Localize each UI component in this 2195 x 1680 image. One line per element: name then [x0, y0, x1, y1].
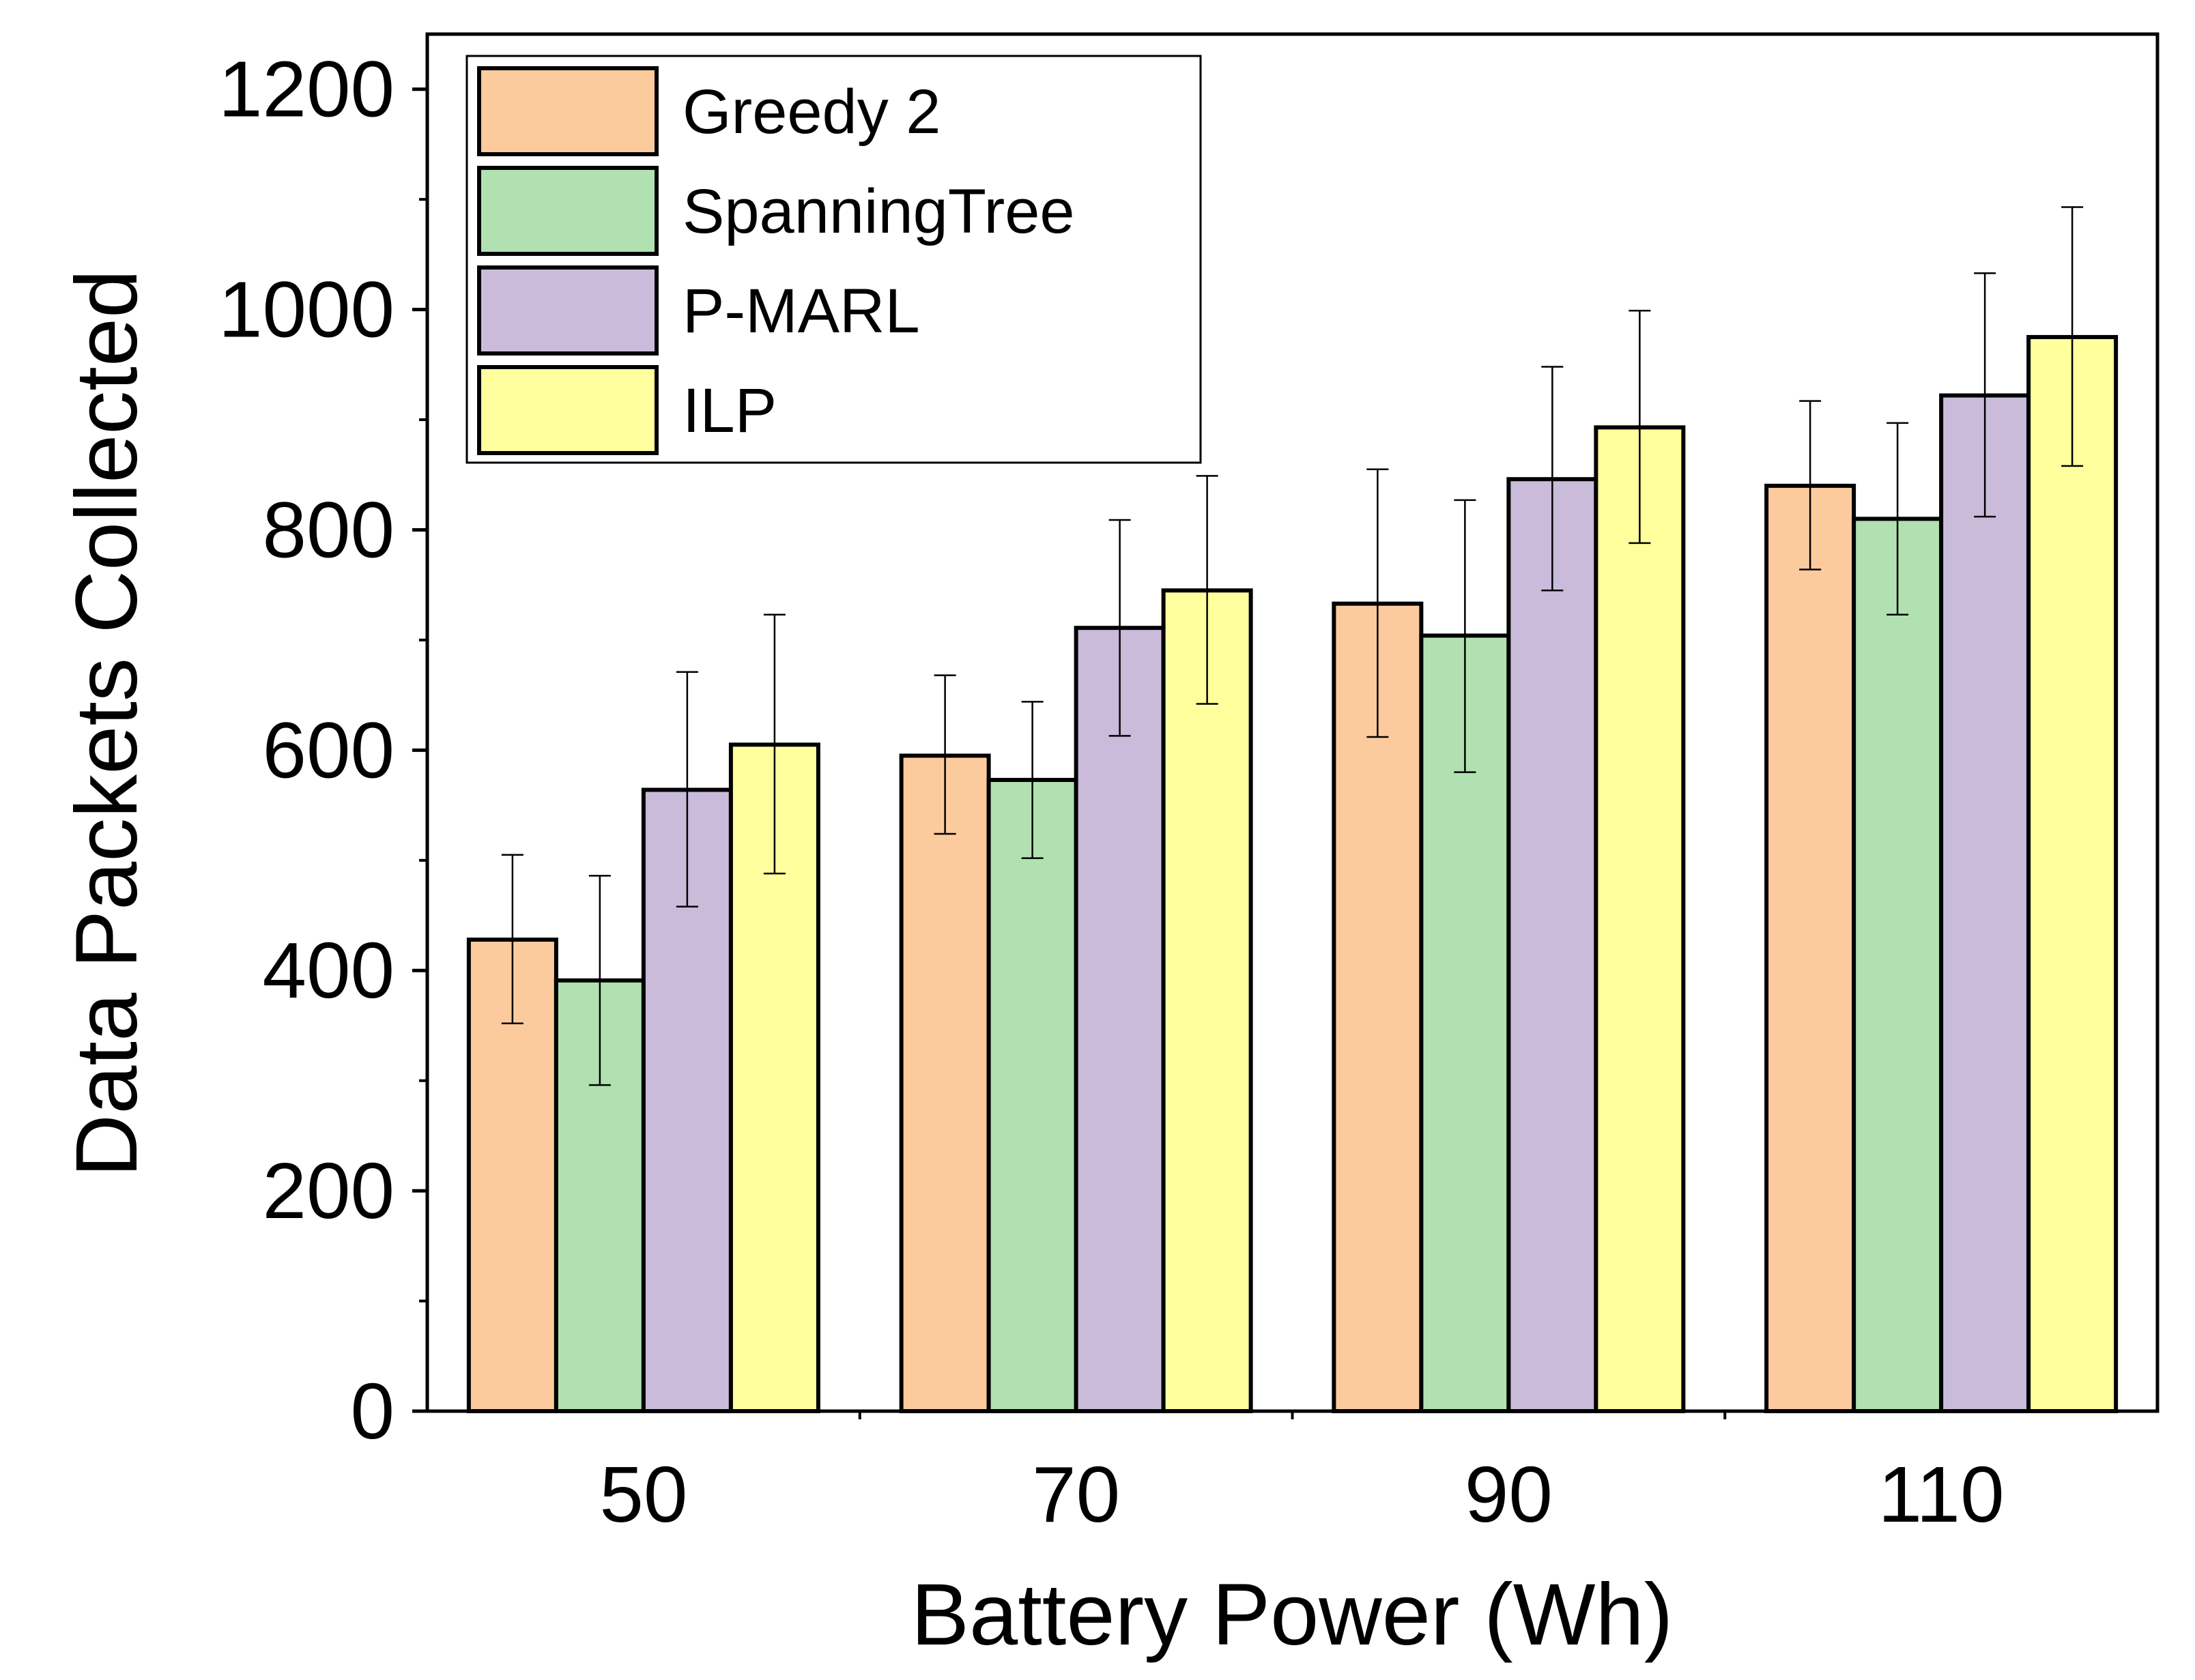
y-tick-label: 800: [262, 485, 394, 574]
bar-spanningtree-110: [1852, 517, 1944, 1413]
x-tick-label: 110: [1878, 1450, 2005, 1539]
y-tick-label: 400: [262, 926, 394, 1015]
legend-label-p-marl: P-MARL: [683, 276, 920, 346]
bar-greedy-2-110: [1764, 483, 1856, 1413]
legend-swatch-p-marl: [477, 265, 659, 356]
bar-spanningtree-70: [986, 777, 1078, 1414]
legend-label-ilp: ILP: [683, 376, 777, 446]
bar-greedy-2-90: [1332, 601, 1424, 1413]
legend: Greedy 2 SpanningTree P-MARL ILP: [465, 55, 1202, 464]
bar-p-marl-110: [1939, 393, 2031, 1413]
bar-p-marl-70: [1074, 626, 1166, 1413]
legend-swatch-spanningtree: [477, 166, 659, 256]
y-tick-label: 200: [262, 1146, 394, 1235]
y-axis-title: Data Packets Collected: [58, 270, 156, 1177]
legend-label-spanningtree: SpanningTree: [683, 177, 1075, 246]
y-tick-label: 1200: [218, 45, 394, 134]
bar-ilp-110: [2026, 334, 2119, 1414]
x-tick-label: 70: [1032, 1450, 1120, 1539]
legend-swatch-greedy-2: [477, 66, 659, 156]
bar-greedy-2-70: [899, 753, 991, 1413]
legend-swatch-ilp: [477, 365, 659, 455]
bars-layer: [466, 334, 2119, 1414]
bar-ilp-70: [1161, 588, 1253, 1413]
y-tick-label: 0: [350, 1367, 394, 1455]
y-tick-label: 1000: [218, 265, 394, 354]
x-tick-label: 50: [599, 1450, 687, 1539]
x-tick-label: 90: [1465, 1450, 1553, 1539]
axes: 0 200 400 600 800 1000 1200 50 70 90 110: [218, 32, 2160, 1539]
legend-label-greedy-2: Greedy 2: [683, 77, 941, 147]
error-bars-layer: [501, 206, 2084, 1086]
x-axis-title: Battery Power (Wh): [911, 1566, 1674, 1664]
y-tick-label: 600: [262, 706, 394, 794]
bar-p-marl-90: [1506, 477, 1598, 1413]
bar-ilp-90: [1594, 425, 1686, 1413]
